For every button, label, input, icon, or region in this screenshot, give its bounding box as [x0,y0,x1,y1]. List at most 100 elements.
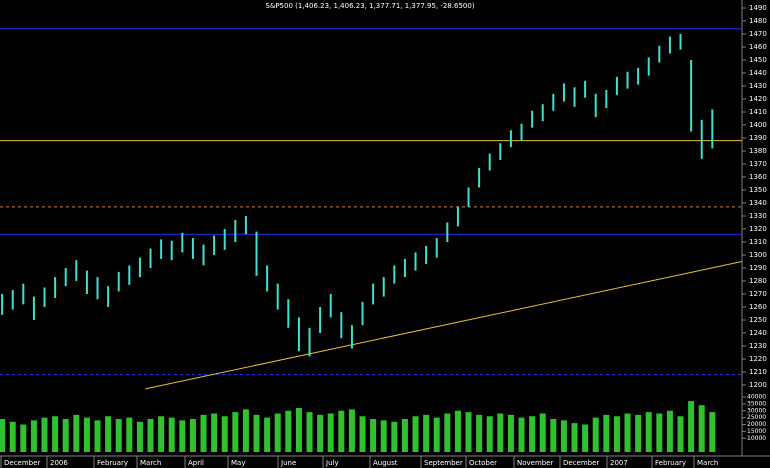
volume-bar [465,412,472,452]
volume-tick-label: 40000 [747,394,766,401]
y-tick-label: 1330 [749,212,767,220]
y-tick-label: 1460 [749,43,767,51]
volume-bar [666,410,673,452]
volume-bar [476,414,483,452]
volume-bar [0,419,6,452]
y-tick-label: 1270 [749,290,767,298]
y-tick-label: 1430 [749,82,767,90]
volume-bar [348,409,355,452]
y-tick-label: 1410 [749,108,767,116]
x-tick-label: October [469,459,497,467]
volume-bar [571,423,578,452]
x-tick-label: December [563,459,599,467]
y-tick-label: 1450 [749,56,767,64]
volume-bar [200,414,207,452]
volume-bar [391,421,398,452]
volume-bar [264,417,271,452]
volume-bar [285,410,292,452]
y-tick-label: 1400 [749,121,767,129]
y-tick-label: 1490 [749,4,767,12]
volume-bar [30,420,37,452]
y-tick-label: 1290 [749,264,767,272]
y-tick-label: 1300 [749,251,767,259]
volume-bar [423,414,430,452]
volume-bar [507,414,514,452]
volume-bar [497,413,504,452]
volume-bar [454,410,461,452]
x-tick-label: May [231,459,245,467]
volume-bar [52,416,59,452]
volume-bar [592,417,599,452]
x-tick-label: September [424,459,463,467]
volume-bar [380,420,387,452]
volume-bar [94,420,101,452]
volume-bar [41,417,48,452]
x-tick-label: July [325,459,339,467]
y-tick-label: 1320 [749,225,767,233]
volume-bar [253,414,260,452]
volume-bar [317,414,324,452]
volume-tick-label: 35000 [747,400,766,407]
volume-bar [359,416,366,452]
volume-bar [20,424,27,452]
volume-bar [158,416,165,452]
x-tick-label: August [373,459,398,467]
y-tick-label: 1200 [749,381,767,389]
x-tick-label: February [97,459,128,467]
y-tick-label: 1260 [749,303,767,311]
chart-title: S&P500 (1,406.23, 1,406.23, 1,377.71, 1,… [265,2,474,10]
volume-bar [232,412,239,452]
y-tick-label: 1240 [749,329,767,337]
volume-bar [179,420,186,452]
volume-bar [518,417,525,452]
y-tick-label: 1230 [749,342,767,350]
y-tick-label: 1210 [749,368,767,376]
volume-tick-label: 20000 [747,421,766,428]
volume-bar [603,414,610,452]
x-tick-label: June [280,459,296,467]
volume-bar [115,419,122,452]
volume-bar [211,413,218,452]
volume-bar [698,405,705,452]
volume-bar [401,419,408,452]
volume-bar [221,416,228,452]
volume-bar [295,408,302,452]
x-tick-label: 2007 [610,459,628,467]
volume-bar [126,417,133,452]
volume-bar [550,419,557,452]
volume-bar [613,416,620,452]
volume-bar [529,416,536,452]
volume-tick-label: 15000 [747,428,766,435]
y-tick-label: 1350 [749,186,767,194]
volume-bar [189,419,196,452]
trend-line [145,261,743,390]
y-tick-label: 1280 [749,277,767,285]
volume-bar [635,414,642,452]
volume-bar [656,413,663,452]
x-tick-label: March [697,459,718,467]
x-tick-label: December [4,459,40,467]
volume-tick-label: 10000 [747,435,766,442]
volume-bar [83,417,90,452]
volume-bar [645,412,652,452]
volume-bar [370,419,377,452]
y-tick-label: 1340 [749,199,767,207]
volume-bar [338,410,345,452]
volume-bar [624,413,631,452]
y-tick-label: 1420 [749,95,767,103]
volume-tick-label: 30000 [747,407,766,414]
y-tick-label: 1470 [749,30,767,38]
volume-bar [306,412,313,452]
volume-bar [242,409,249,452]
volume-bar [9,421,16,452]
volume-bar [433,417,440,452]
y-tick-label: 1220 [749,355,767,363]
x-tick-label: April [188,459,204,467]
volume-bar [709,412,716,452]
y-tick-label: 1380 [749,147,767,155]
x-tick-label: March [140,459,161,467]
volume-bar [274,413,281,452]
volume-bar [412,416,419,452]
volume-bar [147,419,154,452]
